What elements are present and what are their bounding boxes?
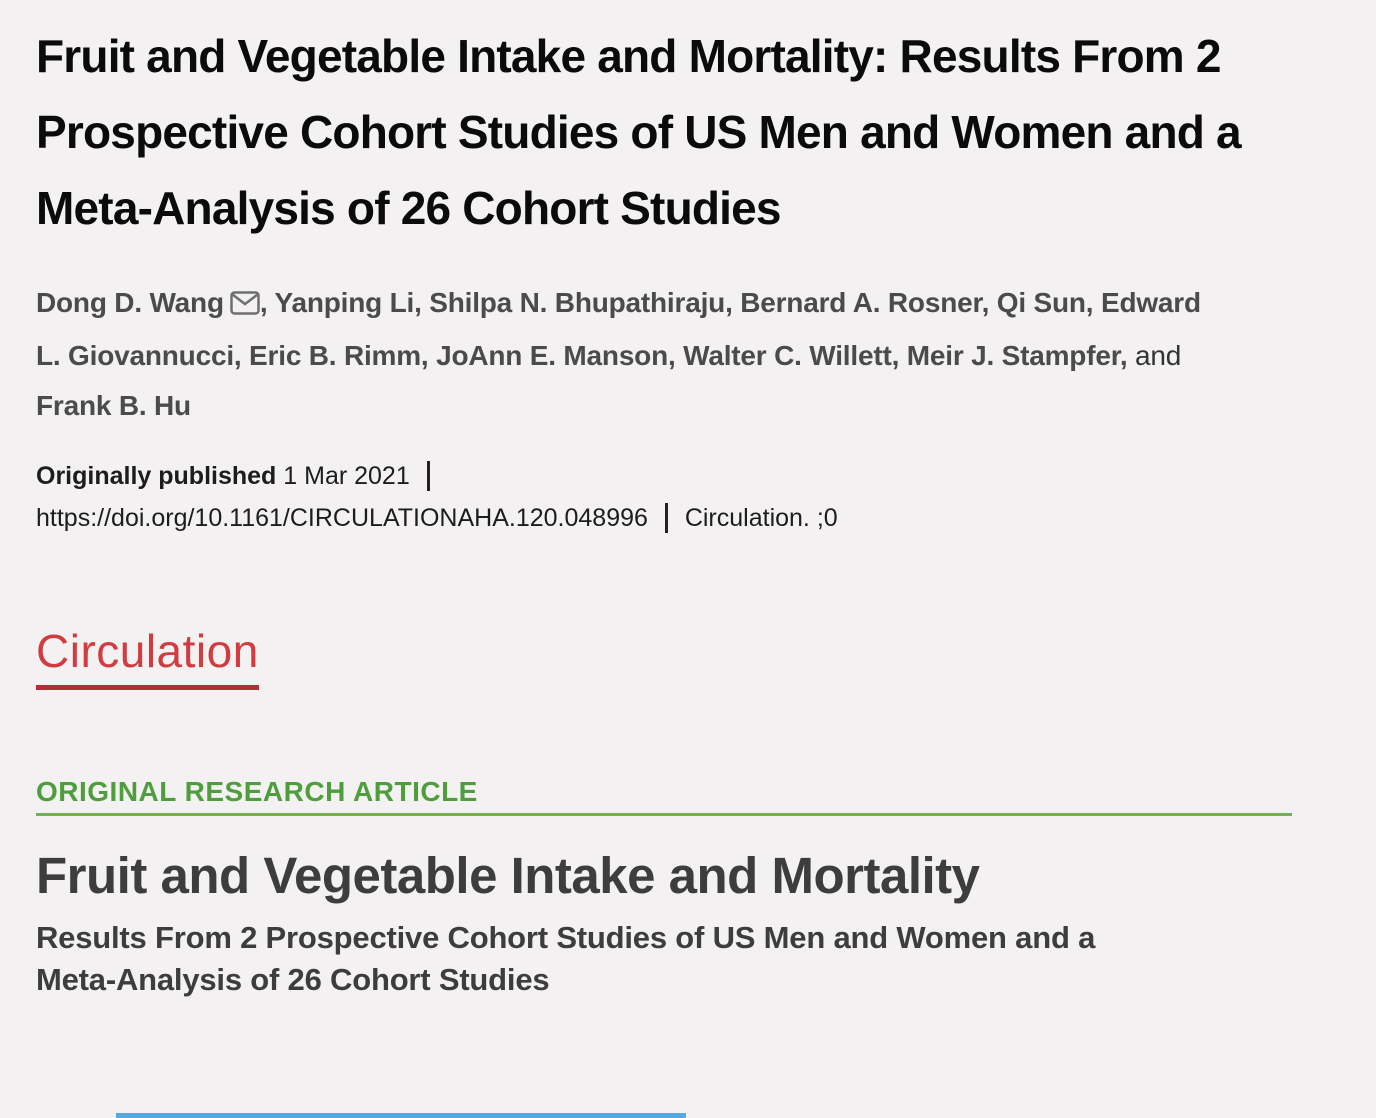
publication-info: Originally published 1 Mar 2021 https://… <box>36 455 1336 539</box>
section-label: ORIGINAL RESEARCH ARTICLE <box>36 776 478 807</box>
publication-doi-line: https://doi.org/10.1161/CIRCULATIONAHA.1… <box>36 497 1336 539</box>
author-last: Frank B. Hu <box>36 390 191 421</box>
author-conjunction: and <box>1135 340 1182 371</box>
article-header-page: Fruit and Vegetable Intake and Mortality… <box>36 30 1336 997</box>
author-corresponding[interactable]: Dong D. Wang <box>36 287 224 318</box>
page-title: Fruit and Vegetable Intake and Mortality… <box>36 30 1242 234</box>
journal-citation: Circulation. ;0 <box>684 504 838 532</box>
article-title: Fruit and Vegetable Intake and Mortality <box>36 847 980 904</box>
article-subtitle: Results From 2 Prospective Cohort Studie… <box>36 920 1096 997</box>
publication-date-line: Originally published 1 Mar 2021 <box>36 455 1336 497</box>
section-heading-row: ORIGINAL RESEARCH ARTICLE <box>36 776 1292 816</box>
partial-bottom-element <box>116 1113 686 1118</box>
separator-bar <box>664 503 668 533</box>
author-names: , Yanping Li, Shilpa N. Bhupathiraju, Be… <box>36 287 1201 371</box>
doi-link[interactable]: https://doi.org/10.1161/CIRCULATIONAHA.1… <box>36 504 648 532</box>
published-label: Originally published <box>36 462 277 490</box>
journal-logo-link[interactable]: Circulation <box>36 624 259 690</box>
separator-bar <box>426 461 430 491</box>
envelope-icon[interactable] <box>230 281 260 331</box>
published-date: 1 Mar 2021 <box>283 462 410 490</box>
author-list: Dong D. Wang , Yanping Li, Shilpa N. Bhu… <box>36 278 1226 431</box>
